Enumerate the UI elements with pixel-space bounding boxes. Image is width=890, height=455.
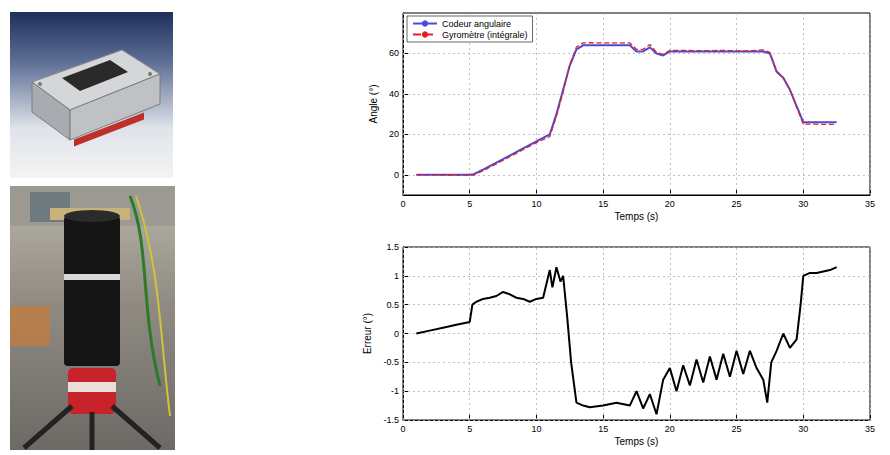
svg-text:Gyromètre (intégrale): Gyromètre (intégrale) <box>442 30 528 40</box>
svg-text:0: 0 <box>400 424 405 434</box>
svg-text:10: 10 <box>531 424 541 434</box>
svg-text:5: 5 <box>467 424 472 434</box>
svg-text:60: 60 <box>389 48 399 58</box>
svg-text:40: 40 <box>389 89 399 99</box>
svg-text:-1.5: -1.5 <box>383 415 399 425</box>
svg-text:-1: -1 <box>391 386 399 396</box>
svg-text:15: 15 <box>598 199 608 209</box>
svg-text:0: 0 <box>394 329 399 339</box>
svg-text:Temps (s): Temps (s) <box>615 211 659 222</box>
svg-text:Erreur (°): Erreur (°) <box>362 313 373 354</box>
svg-text:35: 35 <box>865 199 875 209</box>
svg-text:0: 0 <box>394 170 399 180</box>
svg-text:30: 30 <box>798 199 808 209</box>
svg-text:Codeur angulaire: Codeur angulaire <box>442 19 511 29</box>
svg-text:35: 35 <box>865 424 875 434</box>
svg-text:Temps (s): Temps (s) <box>615 436 659 447</box>
svg-text:1: 1 <box>394 271 399 281</box>
svg-text:25: 25 <box>732 199 742 209</box>
svg-text:-0.5: -0.5 <box>383 357 399 367</box>
svg-text:30: 30 <box>798 424 808 434</box>
svg-text:5: 5 <box>467 199 472 209</box>
svg-text:15: 15 <box>598 424 608 434</box>
svg-text:20: 20 <box>389 129 399 139</box>
svg-text:0: 0 <box>400 199 405 209</box>
svg-text:Angle (°): Angle (°) <box>368 84 379 123</box>
svg-text:0.5: 0.5 <box>386 300 399 310</box>
svg-text:20: 20 <box>665 424 675 434</box>
svg-text:25: 25 <box>732 424 742 434</box>
svg-text:10: 10 <box>531 199 541 209</box>
svg-text:20: 20 <box>665 199 675 209</box>
svg-text:1.5: 1.5 <box>386 242 399 252</box>
